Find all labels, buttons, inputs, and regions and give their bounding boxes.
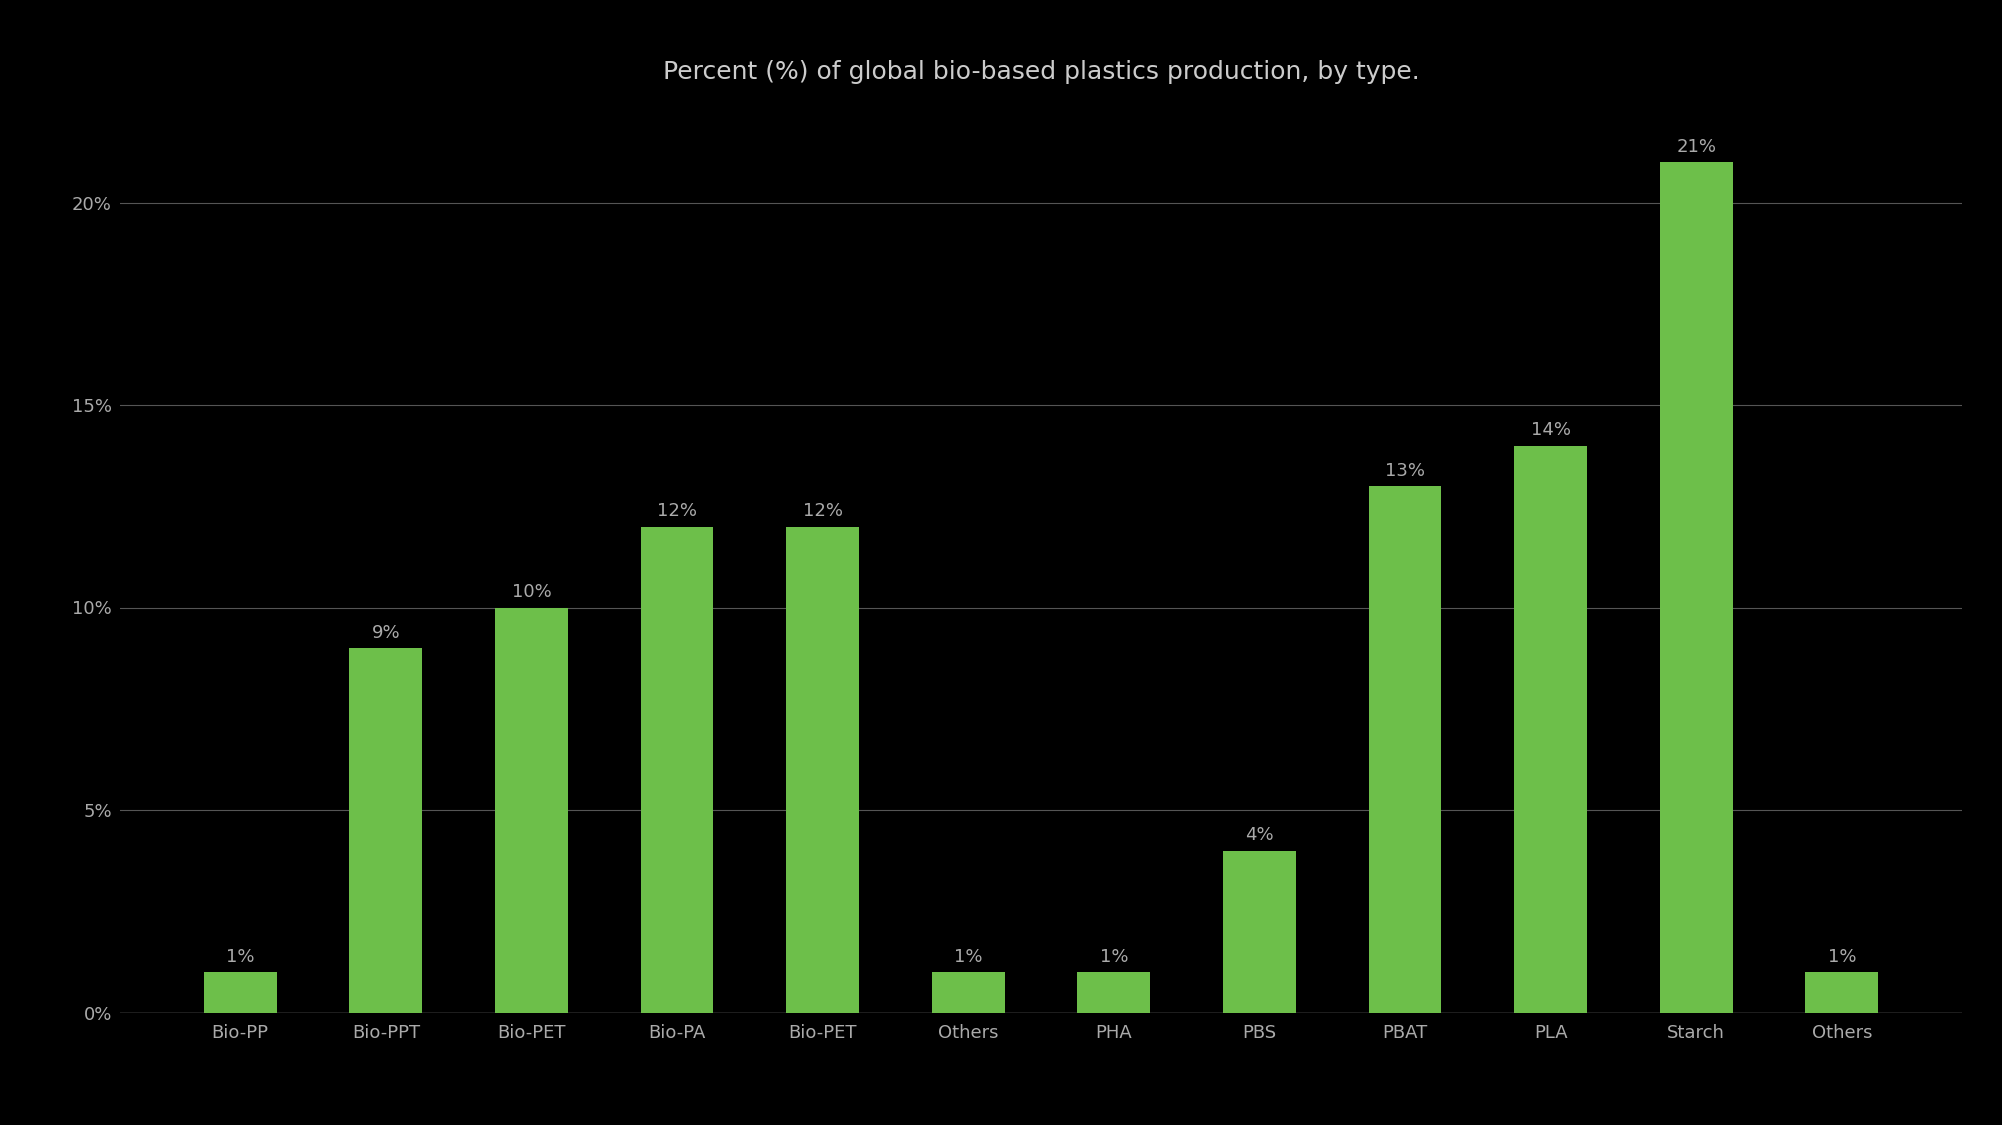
Text: 1%: 1% <box>955 948 983 966</box>
Bar <box>931 972 1005 1012</box>
Text: 1%: 1% <box>226 948 254 966</box>
Bar <box>1077 972 1151 1012</box>
Text: 21%: 21% <box>1676 138 1716 156</box>
Bar <box>1369 486 1441 1012</box>
Text: 12%: 12% <box>803 503 843 521</box>
Text: 1%: 1% <box>1828 948 1856 966</box>
Title: Percent (%) of global bio-based plastics production, by type.: Percent (%) of global bio-based plastics… <box>663 60 1419 84</box>
Bar <box>204 972 276 1012</box>
Bar <box>1660 162 1732 1012</box>
Text: 1%: 1% <box>1099 948 1127 966</box>
Text: 14%: 14% <box>1532 422 1572 440</box>
Bar <box>1223 850 1295 1012</box>
Bar <box>1514 446 1588 1012</box>
Bar <box>787 526 859 1012</box>
Bar <box>1806 972 1878 1012</box>
Text: 9%: 9% <box>372 624 400 642</box>
Bar <box>641 526 713 1012</box>
Text: 13%: 13% <box>1385 462 1425 480</box>
Text: 10%: 10% <box>513 584 551 602</box>
Bar <box>494 608 569 1012</box>
Bar <box>350 648 422 1012</box>
Text: 12%: 12% <box>657 503 697 521</box>
Text: 4%: 4% <box>1245 827 1273 845</box>
